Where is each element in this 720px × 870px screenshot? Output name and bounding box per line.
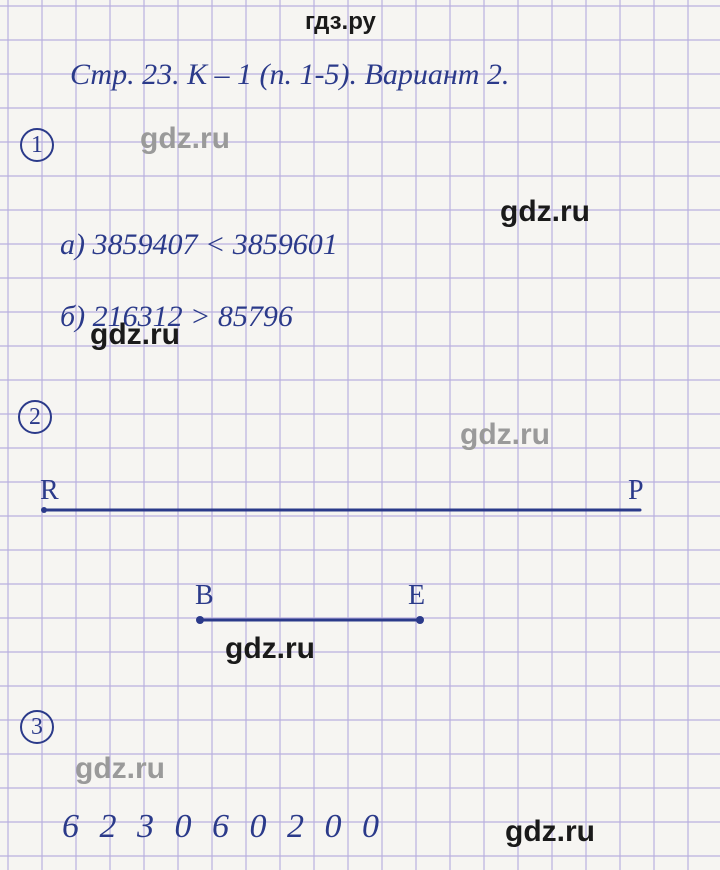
point-p-label: P <box>628 475 644 507</box>
problem-3-number: 6 2 3 0 6 0 2 0 0 <box>62 808 385 846</box>
problem-3-label: 3 <box>31 714 43 741</box>
watermark: gdz.ru <box>90 318 180 352</box>
watermark: gdz.ru <box>460 418 550 452</box>
point-b-label: B <box>195 580 214 612</box>
grid-lines <box>0 0 720 870</box>
problem-2-marker: 2 <box>18 400 52 434</box>
segment-be <box>190 608 430 632</box>
point-r-label: R <box>40 475 59 507</box>
problem-1-label: 1 <box>31 132 43 159</box>
problem-1-marker: 1 <box>20 128 54 162</box>
problem-1-line-a: а) 3859407 < 3859601 <box>60 228 338 262</box>
problem-2-label: 2 <box>29 404 41 431</box>
point-e-label: E <box>408 580 425 612</box>
page-root: Стр. 23. К – 1 (п. 1-5). Вариант 2. 1 а)… <box>0 0 720 870</box>
watermark: гдз.ру <box>305 8 376 36</box>
watermark: gdz.ru <box>500 195 590 229</box>
watermark: gdz.ru <box>75 752 165 786</box>
segment-rp <box>36 500 648 520</box>
problem-3-marker: 3 <box>20 710 54 744</box>
watermark: gdz.ru <box>225 632 315 666</box>
watermark: gdz.ru <box>505 815 595 849</box>
page-header: Стр. 23. К – 1 (п. 1-5). Вариант 2. <box>70 58 509 92</box>
watermark: gdz.ru <box>140 122 230 156</box>
